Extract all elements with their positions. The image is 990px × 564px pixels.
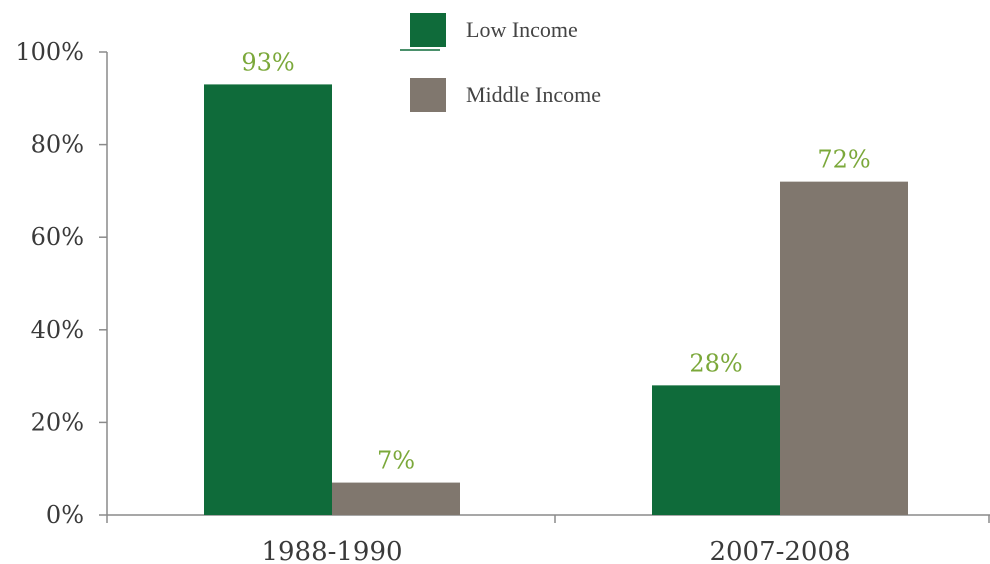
bar-low-income-2007-2008: [652, 385, 780, 515]
data-label: 28%: [689, 349, 742, 377]
y-tick-label: 60%: [31, 223, 84, 251]
legend: Low Income Middle Income: [400, 13, 601, 112]
bars: [204, 84, 908, 515]
x-category-label: 2007-2008: [709, 537, 850, 564]
y-tick-label: 0%: [46, 501, 84, 529]
data-label: 72%: [817, 146, 870, 174]
data-labels: 93% 7% 28% 72%: [241, 48, 870, 474]
legend-swatch: [410, 78, 446, 112]
legend-swatch: [410, 13, 446, 47]
y-tick-label: 40%: [31, 316, 84, 344]
bar-middle-income-1988-1990: [332, 482, 460, 515]
y-tick-label: 20%: [31, 408, 84, 436]
y-tick-label: 80%: [31, 131, 84, 159]
x-category-label: 1988-1990: [261, 537, 402, 564]
y-tick-label: 100%: [15, 38, 84, 66]
data-label: 93%: [241, 48, 294, 76]
bar-low-income-1988-1990: [204, 84, 332, 515]
legend-label: Low Income: [466, 17, 578, 42]
data-label: 7%: [377, 447, 415, 475]
axes: 0% 20% 40% 60% 80% 100% 1988-1990 2007-2008: [15, 38, 990, 564]
legend-label: Middle Income: [466, 82, 601, 107]
bar-middle-income-2007-2008: [780, 181, 908, 515]
